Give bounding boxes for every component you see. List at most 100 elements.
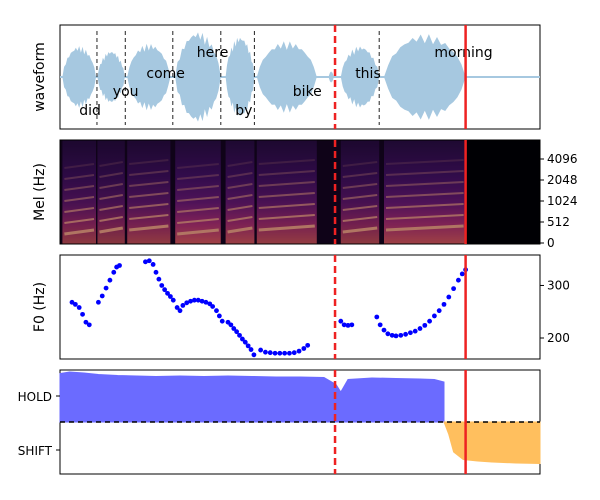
word-boundaries [96, 31, 380, 125]
f0-point [199, 298, 205, 304]
f0-point [456, 277, 461, 283]
f0-point [301, 346, 307, 351]
mel-voiced-block [62, 140, 96, 244]
f0-point [203, 299, 209, 305]
waveform-burst [127, 43, 171, 111]
word-label: by [235, 103, 252, 119]
mel-harmonic [342, 161, 378, 167]
mel-harmonic [227, 172, 253, 178]
f0-yticks: 200 300 [540, 278, 570, 345]
mel-active-shade [60, 140, 466, 244]
f0-point [374, 314, 380, 320]
waveform-signal [60, 32, 540, 122]
mel-harmonic [99, 226, 124, 234]
f0-point [441, 301, 447, 307]
f0-point [412, 328, 418, 334]
mel-tick-label: 0 [547, 236, 555, 250]
mel-harmonic [64, 228, 95, 236]
f0-point [436, 308, 442, 314]
f0-point [162, 287, 168, 293]
mel-harmonic [99, 161, 123, 167]
f0-point [184, 300, 190, 306]
f0-point [170, 297, 176, 303]
waveform-burst [340, 46, 380, 108]
f0-point [427, 318, 432, 324]
mel-harmonic [258, 159, 315, 165]
mel-harmonic [64, 207, 95, 213]
f0-point [156, 276, 162, 282]
word-label: did [79, 103, 101, 119]
f0-point [111, 269, 117, 275]
f0-point [403, 331, 408, 337]
waveform-ylabel: waveform [32, 42, 48, 112]
f0-point [422, 322, 428, 328]
mel-harmonic [177, 228, 219, 236]
mel-harmonic [64, 185, 95, 191]
f0-point [432, 313, 437, 319]
f0-point [168, 294, 173, 299]
mel-harmonic [385, 159, 464, 165]
word-label: you [113, 84, 139, 100]
waveform-burst [175, 32, 221, 122]
waveform-burst [328, 71, 334, 83]
mel-harmonic [342, 226, 378, 234]
f0-point [86, 322, 92, 328]
mel-voiced-block [97, 140, 125, 244]
f0-point [143, 259, 148, 265]
mel-harmonic [385, 170, 464, 176]
f0-point [345, 322, 351, 328]
f0-point [240, 336, 245, 342]
mel-harmonic [227, 226, 253, 234]
mel-harmonic [227, 161, 253, 167]
f0-point [192, 297, 197, 303]
mel-harmonic [129, 170, 169, 176]
f0-point [341, 322, 347, 328]
mel-harmonic [99, 183, 123, 189]
f0-point [234, 329, 240, 335]
turn-yticks: HOLD SHIFT [18, 390, 60, 458]
mel-harmonic [227, 183, 253, 189]
word-label: here [197, 45, 229, 61]
turn-area-hold [59, 371, 445, 423]
mel-axes [59, 139, 541, 245]
f0-point [216, 313, 222, 319]
mel-harmonic [177, 174, 219, 180]
mel-harmonic [129, 224, 169, 232]
f0-point [446, 294, 452, 300]
mel-harmonic [99, 172, 123, 178]
f0-point [459, 271, 465, 277]
word-label: morning [434, 45, 492, 61]
mel-tick-label: 1024 [547, 194, 578, 208]
mel-voiced-block [340, 140, 380, 244]
f0-point [210, 304, 216, 309]
f0-point [251, 352, 257, 358]
f0-point [296, 348, 302, 354]
mel-harmonic [342, 194, 378, 200]
mel-harmonic [258, 224, 315, 232]
f0-point [146, 258, 152, 264]
mel-harmonic [64, 196, 95, 202]
mel-panel: 4096 2048 1024 512 0 Mel (Hz) [32, 139, 578, 250]
f0-point [408, 330, 413, 336]
f0-point [389, 332, 395, 338]
f0-tick-label: 200 [547, 331, 570, 345]
mel-harmonic [342, 172, 378, 178]
mel-harmonic [129, 159, 169, 165]
f0-point [150, 262, 156, 267]
mel-harmonic [177, 218, 219, 224]
f0-point [72, 301, 78, 307]
f0-point [231, 326, 237, 331]
f0-point [258, 347, 264, 353]
waveform-burst [62, 46, 96, 108]
f0-point [381, 327, 387, 333]
f0-point [219, 318, 225, 324]
f0-point [188, 298, 193, 304]
mel-harmonic [129, 192, 169, 198]
f0-point [76, 305, 82, 310]
mel-harmonic [258, 203, 315, 209]
mel-harmonic [258, 170, 315, 176]
turn-tick-label: SHIFT [18, 444, 53, 458]
